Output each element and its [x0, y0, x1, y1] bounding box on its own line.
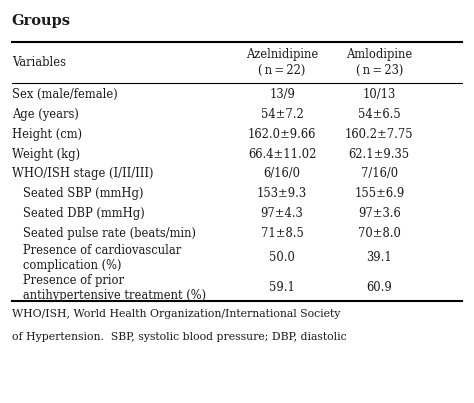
Text: WHO/ISH, World Health Organization/International Society: WHO/ISH, World Health Organization/Inter…	[12, 309, 340, 319]
Text: 160.2±7.75: 160.2±7.75	[345, 128, 413, 141]
Text: 97±3.6: 97±3.6	[358, 207, 401, 220]
Text: 71±8.5: 71±8.5	[261, 226, 303, 240]
Text: 62.1±9.35: 62.1±9.35	[349, 147, 410, 161]
Text: Age (years): Age (years)	[12, 108, 79, 121]
Text: 10/13: 10/13	[363, 88, 396, 102]
Text: Amlodipine
( n = 23): Amlodipine ( n = 23)	[346, 48, 412, 77]
Text: 155±6.9: 155±6.9	[354, 187, 404, 200]
Text: 97±4.3: 97±4.3	[261, 207, 303, 220]
Text: 7/16/0: 7/16/0	[361, 167, 398, 181]
Text: 13/9: 13/9	[269, 88, 295, 102]
Text: 54±7.2: 54±7.2	[261, 108, 303, 121]
Text: Groups: Groups	[12, 14, 71, 28]
Text: Weight (kg): Weight (kg)	[12, 147, 80, 161]
Text: 50.0: 50.0	[269, 251, 295, 264]
Text: Seated DBP (mmHg): Seated DBP (mmHg)	[12, 207, 145, 220]
Text: Variables: Variables	[12, 56, 66, 69]
Text: 6/16/0: 6/16/0	[264, 167, 301, 181]
Text: 54±6.5: 54±6.5	[358, 108, 401, 121]
Text: Seated pulse rate (beats/min): Seated pulse rate (beats/min)	[12, 226, 196, 240]
Text: of Hypertension.  SBP, systolic blood pressure; DBP, diastolic: of Hypertension. SBP, systolic blood pre…	[12, 332, 346, 342]
Text: 66.4±11.02: 66.4±11.02	[248, 147, 316, 161]
Text: Seated SBP (mmHg): Seated SBP (mmHg)	[12, 187, 143, 200]
Text: 153±9.3: 153±9.3	[257, 187, 307, 200]
Text: 70±8.0: 70±8.0	[358, 226, 401, 240]
Text: Presence of prior
   antihypertensive treatment (%): Presence of prior antihypertensive treat…	[12, 274, 206, 302]
Text: Azelnidipine
( n = 22): Azelnidipine ( n = 22)	[246, 48, 318, 77]
Text: 59.1: 59.1	[269, 281, 295, 294]
Text: Presence of cardiovascular
   complication (%): Presence of cardiovascular complication …	[12, 244, 181, 272]
Text: Sex (male/female): Sex (male/female)	[12, 88, 118, 102]
Text: 39.1: 39.1	[366, 251, 392, 264]
Text: Height (cm): Height (cm)	[12, 128, 82, 141]
Text: WHO/ISH stage (I/II/III): WHO/ISH stage (I/II/III)	[12, 167, 154, 181]
Text: 162.0±9.66: 162.0±9.66	[248, 128, 316, 141]
Text: 60.9: 60.9	[366, 281, 392, 294]
